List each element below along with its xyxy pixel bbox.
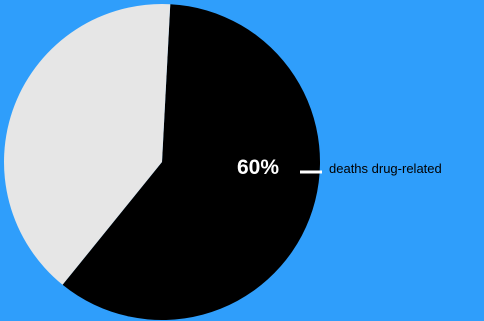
pie-slice-2 (4, 4, 171, 285)
callout-label: deaths drug-related (329, 161, 442, 176)
percent-data-label: 60% (237, 156, 279, 179)
pie-slice-1 (62, 4, 321, 321)
pie-slices (4, 4, 321, 321)
